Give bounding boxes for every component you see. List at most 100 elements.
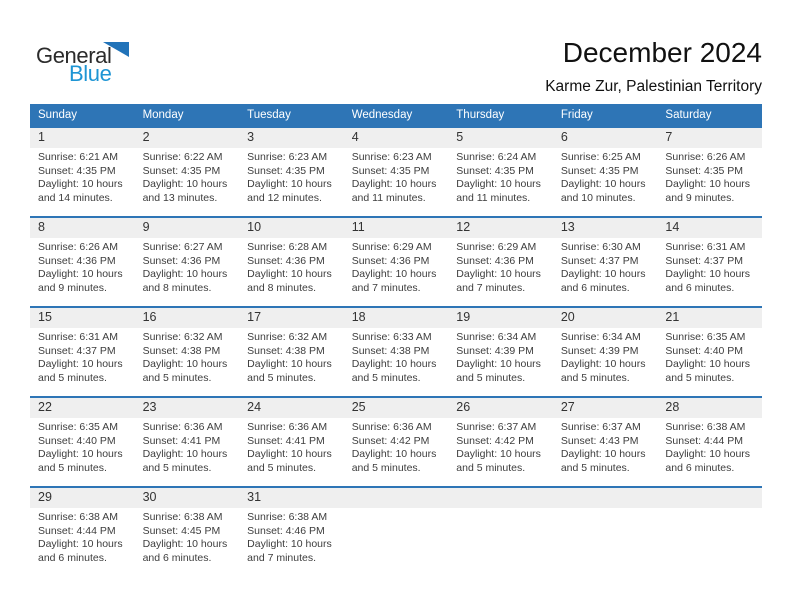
day-details: Sunrise: 6:38 AM Sunset: 4:44 PM Daylight:…: [30, 508, 135, 565]
sunset-text: Sunset: 4:36 PM: [142, 254, 221, 267]
daylight-text: Daylight: 10 hours and 13 minutes.: [142, 178, 228, 204]
day-details: Sunrise: 6:34 AM Sunset: 4:39 PM Daylight:…: [553, 328, 658, 385]
daylight-text: Daylight: 10 hours and 5 minutes.: [247, 358, 332, 384]
weekday-header-row: Sunday Monday Tuesday Wednesday Thursday Frid…: [30, 104, 762, 126]
day-details: Sunrise: 6:35 AM Sunset: 4:40 PM Daylight:…: [30, 418, 135, 475]
day-number: 13: [560, 220, 575, 234]
day-number: 7: [665, 130, 673, 144]
sunset-text: Sunset: 4:35 PM: [142, 164, 221, 177]
general-blue-logo: General Blue: [36, 42, 146, 86]
weekday-header: Saturday: [665, 109, 712, 121]
sunset-text: Sunset: 4:39 PM: [560, 344, 639, 357]
daylight-text: Daylight: 10 hours and 10 minutes.: [560, 178, 646, 204]
sunrise-text: Sunrise: 6:23 AM: [247, 151, 328, 163]
calendar-grid: Sunday Monday Tuesday Wednesday Thursday Frid…: [30, 104, 762, 576]
daylight-text: Daylight: 10 hours and 5 minutes.: [560, 358, 646, 384]
sunrise-text: Sunrise: 6:36 AM: [142, 421, 223, 433]
day-details: Sunrise: 6:30 AM Sunset: 4:37 PM Daylight:…: [553, 238, 658, 295]
day-details: Sunrise: 6:33 AM Sunset: 4:38 PM Daylight:…: [344, 328, 449, 385]
sunset-text: Sunset: 4:35 PM: [247, 164, 325, 177]
sunrise-text: Sunrise: 6:33 AM: [351, 331, 432, 343]
sunrise-text: Sunrise: 6:31 AM: [38, 331, 118, 343]
sunset-text: Sunset: 4:35 PM: [351, 164, 430, 177]
logo-text-blue: Blue: [69, 61, 112, 86]
page-title: December 2024: [562, 37, 762, 68]
day-details: Sunrise: 6:37 AM Sunset: 4:42 PM Daylight:…: [448, 418, 553, 475]
day-details: Sunrise: 6:27 AM Sunset: 4:36 PM Daylight:…: [135, 238, 240, 295]
day-details: Sunrise: 6:29 AM Sunset: 4:36 PM Daylight:…: [344, 238, 449, 295]
sunrise-text: Sunrise: 6:38 AM: [38, 511, 118, 523]
weekday-header: Tuesday: [247, 109, 291, 121]
day-number: 21: [665, 310, 680, 324]
sunrise-text: Sunrise: 6:23 AM: [351, 151, 432, 163]
day-details: Sunrise: 6:32 AM Sunset: 4:38 PM Daylight:…: [135, 328, 240, 385]
sunset-text: Sunset: 4:36 PM: [456, 254, 534, 267]
sunrise-text: Sunrise: 6:36 AM: [247, 421, 328, 433]
day-details-row: Sunrise: 6:31 AM Sunset: 4:37 PM Daylight:…: [30, 328, 762, 385]
daylight-text: Daylight: 10 hours and 5 minutes.: [456, 448, 541, 474]
sunrise-text: Sunrise: 6:27 AM: [142, 241, 223, 253]
sunrise-text: Sunrise: 6:32 AM: [142, 331, 223, 343]
sunset-text: Sunset: 4:39 PM: [456, 344, 534, 357]
day-details: Sunrise: 6:26 AM Sunset: 4:36 PM Daylight:…: [30, 238, 135, 295]
day-details: Sunrise: 6:38 AM Sunset: 4:46 PM Daylight:…: [239, 508, 344, 565]
day-number: 3: [247, 130, 255, 144]
sunset-text: Sunset: 4:44 PM: [38, 524, 116, 537]
sunset-text: Sunset: 4:44 PM: [665, 434, 744, 447]
daylight-text: Daylight: 10 hours and 6 minutes.: [665, 268, 751, 294]
page-subtitle: Karme Zur, Palestinian Territory: [545, 78, 762, 96]
day-details: Sunrise: 6:36 AM Sunset: 4:42 PM Daylight:…: [344, 418, 449, 475]
week-rows: 1 2 3 4 5 6 7 Sunrise: 6:21 AM Sunset: 4:35 PM Da…: [30, 126, 762, 576]
day-number: 23: [142, 400, 157, 414]
sunrise-text: Sunrise: 6:37 AM: [560, 421, 641, 433]
week-row: 22 23 24 25 26 27 28 Sunrise: 6:35 AM Sunset: 4:…: [30, 396, 762, 486]
day-details: Sunrise: 6:36 AM Sunset: 4:41 PM Daylight:…: [239, 418, 344, 475]
daylight-text: Daylight: 10 hours and 7 minutes.: [247, 538, 332, 564]
day-details: Sunrise: 6:31 AM Sunset: 4:37 PM Daylight:…: [657, 238, 762, 295]
day-details: Sunrise: 6:37 AM Sunset: 4:43 PM Daylight:…: [553, 418, 658, 475]
sunrise-text: Sunrise: 6:24 AM: [456, 151, 537, 163]
day-details-row: Sunrise: 6:26 AM Sunset: 4:36 PM Daylight:…: [30, 238, 762, 295]
sunrise-text: Sunrise: 6:21 AM: [38, 151, 118, 163]
sunset-text: Sunset: 4:38 PM: [351, 344, 430, 357]
sunset-text: Sunset: 4:36 PM: [247, 254, 325, 267]
day-number: 30: [142, 490, 157, 504]
daylight-text: Daylight: 10 hours and 7 minutes.: [456, 268, 541, 294]
day-number: 18: [351, 310, 366, 324]
sunset-text: Sunset: 4:35 PM: [560, 164, 639, 177]
day-number: 22: [38, 400, 52, 414]
day-details: Sunrise: 6:35 AM Sunset: 4:40 PM Daylight:…: [657, 328, 762, 385]
sunrise-text: Sunrise: 6:26 AM: [665, 151, 746, 163]
sunset-text: Sunset: 4:40 PM: [38, 434, 116, 447]
sunset-text: Sunset: 4:35 PM: [38, 164, 116, 177]
week-row: 29 30 31 Sunrise: 6:38 AM Sunset: 4:44 PM Day…: [30, 486, 762, 576]
sunset-text: Sunset: 4:38 PM: [142, 344, 221, 357]
weekday-header: Thursday: [456, 109, 505, 121]
day-number: 6: [560, 130, 568, 144]
sunset-text: Sunset: 4:36 PM: [38, 254, 116, 267]
sunrise-text: Sunrise: 6:25 AM: [560, 151, 641, 163]
sunset-text: Sunset: 4:42 PM: [351, 434, 430, 447]
daylight-text: Daylight: 10 hours and 5 minutes.: [38, 448, 123, 474]
day-details: Sunrise: 6:22 AM Sunset: 4:35 PM Daylight:…: [135, 148, 240, 205]
weekday-header: Friday: [560, 109, 593, 121]
daylight-text: Daylight: 10 hours and 6 minutes.: [560, 268, 646, 294]
daylight-text: Daylight: 10 hours and 8 minutes.: [247, 268, 332, 294]
day-number: 28: [665, 400, 680, 414]
daylight-text: Daylight: 10 hours and 11 minutes.: [351, 178, 437, 204]
day-details: [344, 508, 449, 565]
sunset-text: Sunset: 4:35 PM: [665, 164, 744, 177]
sunrise-text: Sunrise: 6:35 AM: [38, 421, 118, 433]
title-block: December 2024 Karme Zur, Palestinian Ter…: [545, 37, 762, 96]
day-number-band: 29 30 31: [30, 488, 762, 508]
day-number: 24: [247, 400, 262, 414]
sunrise-text: Sunrise: 6:36 AM: [351, 421, 432, 433]
day-number: 15: [38, 310, 52, 324]
sunrise-text: Sunrise: 6:29 AM: [351, 241, 432, 253]
daylight-text: Daylight: 10 hours and 5 minutes.: [456, 358, 541, 384]
sunset-text: Sunset: 4:36 PM: [351, 254, 430, 267]
sunrise-text: Sunrise: 6:26 AM: [38, 241, 118, 253]
day-details: Sunrise: 6:26 AM Sunset: 4:35 PM Daylight:…: [657, 148, 762, 205]
day-number-band: 15 16 17 18 19 20 21: [30, 308, 762, 328]
day-number-band: 22 23 24 25 26 27 28: [30, 398, 762, 418]
